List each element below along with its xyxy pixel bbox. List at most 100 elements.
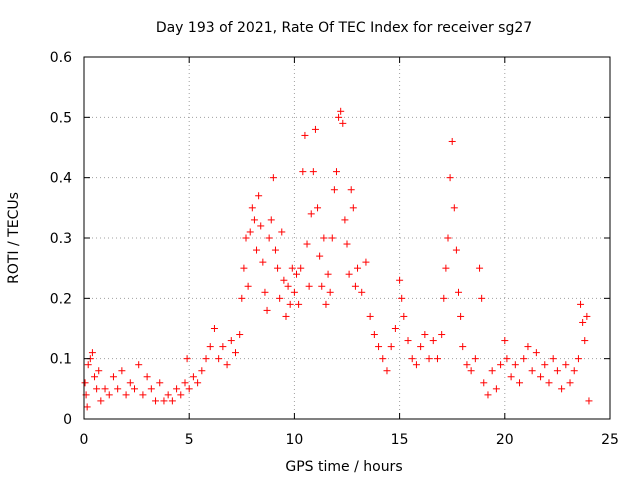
data-point [189,373,197,381]
data-point [238,294,246,302]
data-point [139,391,147,399]
data-point [81,379,89,387]
data-point [347,186,355,194]
data-point [185,385,193,393]
data-point [236,331,244,339]
tick-labels: 0 5 10 15 20 25 0 0.1 0.2 0.3 0.4 0.5 0.6 [50,50,619,448]
data-point [400,312,408,320]
data-point [450,204,458,212]
data-point [286,300,294,308]
data-point [320,234,328,242]
data-point [566,379,574,387]
y-tick-label: 0.2 [50,291,72,307]
data-point [354,264,362,272]
data-point [570,367,578,375]
data-point [261,288,269,296]
data-point [516,379,524,387]
data-point [562,361,570,369]
data-point [387,343,395,351]
data-point [520,355,528,363]
data-point [478,294,486,302]
data-point [83,403,91,411]
data-point [274,264,282,272]
data-point [293,270,301,278]
data-point [164,391,172,399]
y-tick-label: 0.1 [50,352,72,368]
x-tick-label: 15 [391,432,409,448]
data-point [307,210,315,218]
data-point [553,367,561,375]
data-point [231,349,239,357]
data-point [143,373,151,381]
data-point [412,361,420,369]
data-point [271,246,279,254]
data-point [501,337,509,345]
data-point [497,361,505,369]
data-points [81,107,593,411]
plot-frame [83,56,611,420]
y-tick-label: 0.5 [50,110,72,126]
data-point [585,397,593,405]
data-point [311,125,319,133]
x-tick-label: 10 [285,432,303,448]
data-point [267,216,275,224]
data-point [541,361,549,369]
data-point [152,397,160,405]
data-point [242,234,250,242]
data-point [135,361,143,369]
data-point [250,216,258,224]
data-point [130,385,138,393]
x-tick-label: 0 [80,432,89,448]
data-point [438,331,446,339]
data-point [467,367,475,375]
data-point [492,385,500,393]
data-point [452,246,460,254]
data-point [223,361,231,369]
data-point [457,312,465,320]
data-point [444,234,452,242]
data-point [545,379,553,387]
data-point [202,355,210,363]
x-tick-label: 25 [601,432,619,448]
data-point [370,331,378,339]
data-point [114,385,122,393]
data-point [194,379,202,387]
data-point [263,306,271,314]
data-point [446,174,454,182]
y-axis-label: ROTI / TECUs [6,192,22,284]
data-point [455,288,463,296]
data-point [88,349,96,357]
data-point [160,397,168,405]
data-point [301,131,309,139]
data-point [105,391,113,399]
data-point [95,367,103,375]
data-point [574,355,582,363]
data-point [173,385,181,393]
data-point [284,282,292,290]
data-point [126,379,134,387]
data-point [330,186,338,194]
data-point [326,288,334,296]
data-point [583,312,591,320]
data-point [227,337,235,345]
data-point [524,343,532,351]
y-tick-label: 0 [63,412,72,428]
data-point [318,282,326,290]
data-point [322,300,330,308]
data-point [290,288,298,296]
data-point [109,373,117,381]
y-tick-label: 0.4 [50,171,72,187]
data-point [305,282,313,290]
data-point [421,331,429,339]
data-point [511,361,519,369]
data-point [503,355,511,363]
data-point [101,385,109,393]
data-point [488,367,496,375]
data-point [343,240,351,248]
data-point [537,373,545,381]
data-point [295,300,303,308]
data-point [248,204,256,212]
data-point [579,318,587,326]
data-point [122,391,130,399]
data-point [253,246,261,254]
